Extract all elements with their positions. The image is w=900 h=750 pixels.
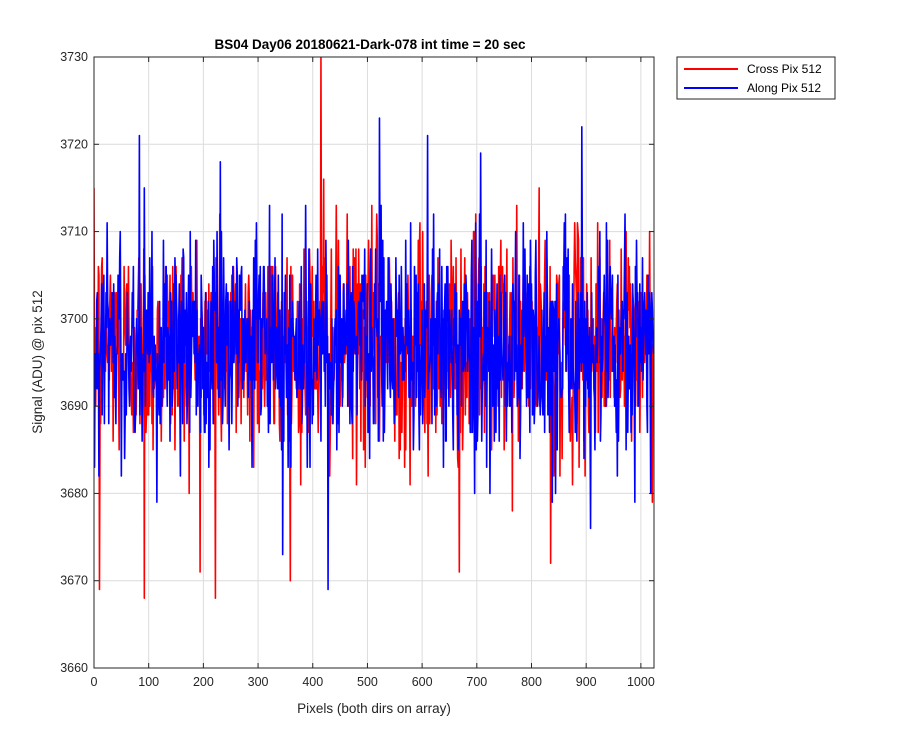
x-tick-label: 1000 [627,675,655,689]
x-tick-label: 400 [302,675,323,689]
plot-series-area [94,57,654,599]
chart-title: BS04 Day06 20180621-Dark-078 int time = … [214,37,526,52]
legend: Cross Pix 512 Along Pix 512 [676,56,836,100]
axis-ticks [93,56,654,669]
x-tick-label: 300 [248,675,269,689]
legend-label-along: Along Pix 512 [747,81,821,95]
legend-label-cross: Cross Pix 512 [747,62,822,76]
tick-labels: 0 100 200 300 400 500 600 700 800 900 1000 3660 3670… [60,50,655,689]
x-tick-label: 800 [521,675,542,689]
y-tick-label: 3710 [60,225,88,239]
y-tick-label: 3670 [60,574,88,588]
x-tick-label: 600 [412,675,433,689]
x-tick-label: 700 [466,675,487,689]
y-tick-label: 3720 [60,137,88,151]
y-tick-label: 3690 [60,399,88,413]
y-axis-title: Signal (ADU) @ pix 512 [30,290,45,434]
x-tick-label: 500 [357,675,378,689]
y-tick-label: 3680 [60,486,88,500]
y-tick-label: 3730 [60,50,88,64]
x-tick-label: 100 [138,675,159,689]
x-tick-label: 900 [576,675,597,689]
x-tick-label: 200 [193,675,214,689]
x-axis-title: Pixels (both dirs on array) [297,701,451,716]
y-tick-label: 3660 [60,661,88,675]
along-pix-series-line [94,117,654,591]
legend-box [676,56,836,100]
plot-frame [93,56,655,669]
x-tick-label: 0 [91,675,98,689]
y-tick-label: 3700 [60,312,88,326]
